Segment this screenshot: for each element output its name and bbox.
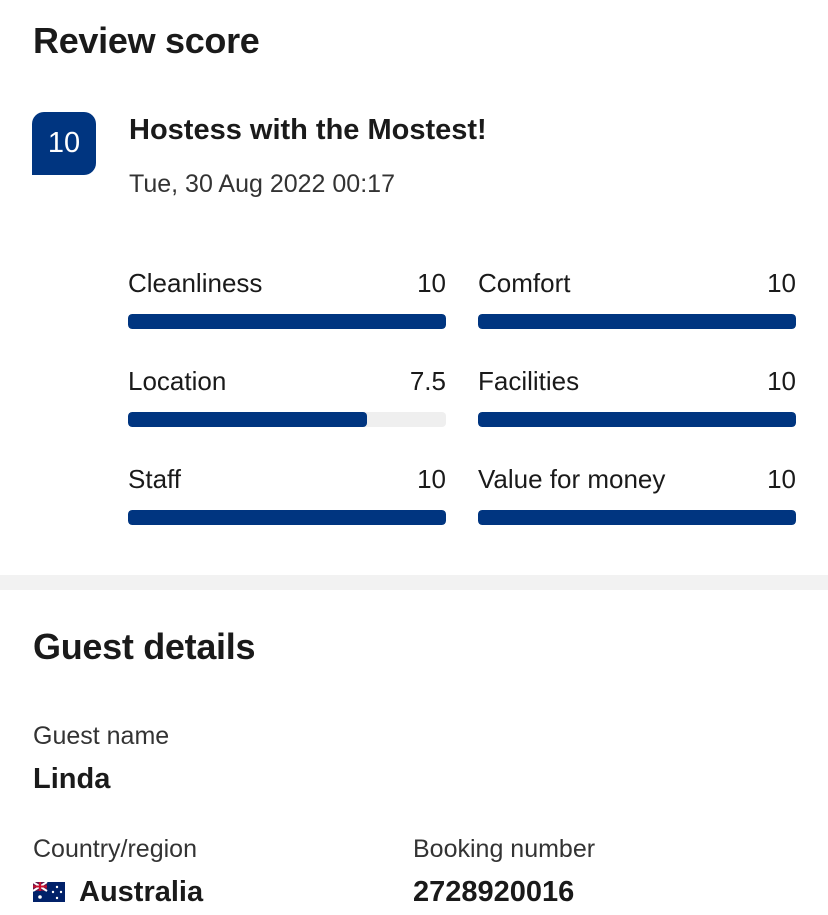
category-label: Location [128, 366, 227, 396]
score-bar-fill [478, 412, 796, 427]
rating-category: Value for money 10 [478, 464, 796, 534]
category-label: Staff [128, 464, 182, 494]
section-divider [0, 575, 828, 590]
category-score: 10 [767, 366, 796, 396]
review-score-heading: Review score [33, 20, 260, 61]
score-bar-fill [128, 510, 446, 525]
category-label: Cleanliness [128, 268, 263, 298]
rating-category: Location 7.5 [128, 366, 446, 436]
score-bar-track [128, 510, 446, 525]
category-score: 7.5 [409, 366, 446, 396]
score-bar-fill [128, 314, 446, 329]
rating-category: Cleanliness 10 [128, 268, 446, 338]
booking-number-label: Booking number [413, 835, 596, 863]
score-bar-track [478, 412, 796, 427]
review-title: Hostess with the Mostest! [129, 114, 487, 146]
score-bar-fill [128, 412, 367, 427]
category-label: Facilities [478, 366, 580, 396]
country-label: Country/region [33, 835, 197, 863]
booking-number-value: 2728920016 [413, 876, 575, 908]
score-bar-track [128, 314, 446, 329]
category-label: Comfort [478, 268, 571, 298]
score-bar-fill [478, 510, 796, 525]
country-value: Australia [33, 876, 203, 909]
guest-details-heading: Guest details [33, 626, 256, 667]
category-score: 10 [767, 464, 796, 494]
review-date: Tue, 30 Aug 2022 00:17 [129, 170, 395, 198]
rating-category: Facilities 10 [478, 366, 796, 436]
category-score: 10 [417, 268, 446, 298]
rating-category: Staff 10 [128, 464, 446, 534]
rating-category: Comfort 10 [478, 268, 796, 338]
country-name: Australia [79, 876, 204, 908]
score-bar-track [128, 412, 446, 427]
category-score: 10 [417, 464, 446, 494]
guest-name-value: Linda [33, 763, 111, 795]
category-score: 10 [767, 268, 796, 298]
score-bar-track [478, 510, 796, 525]
score-bar-fill [478, 314, 796, 329]
score-bar-track [478, 314, 796, 329]
category-label: Value for money [478, 464, 666, 494]
australia-flag-icon [33, 882, 65, 902]
score-badge: 10 [32, 112, 96, 175]
guest-name-label: Guest name [33, 722, 170, 750]
